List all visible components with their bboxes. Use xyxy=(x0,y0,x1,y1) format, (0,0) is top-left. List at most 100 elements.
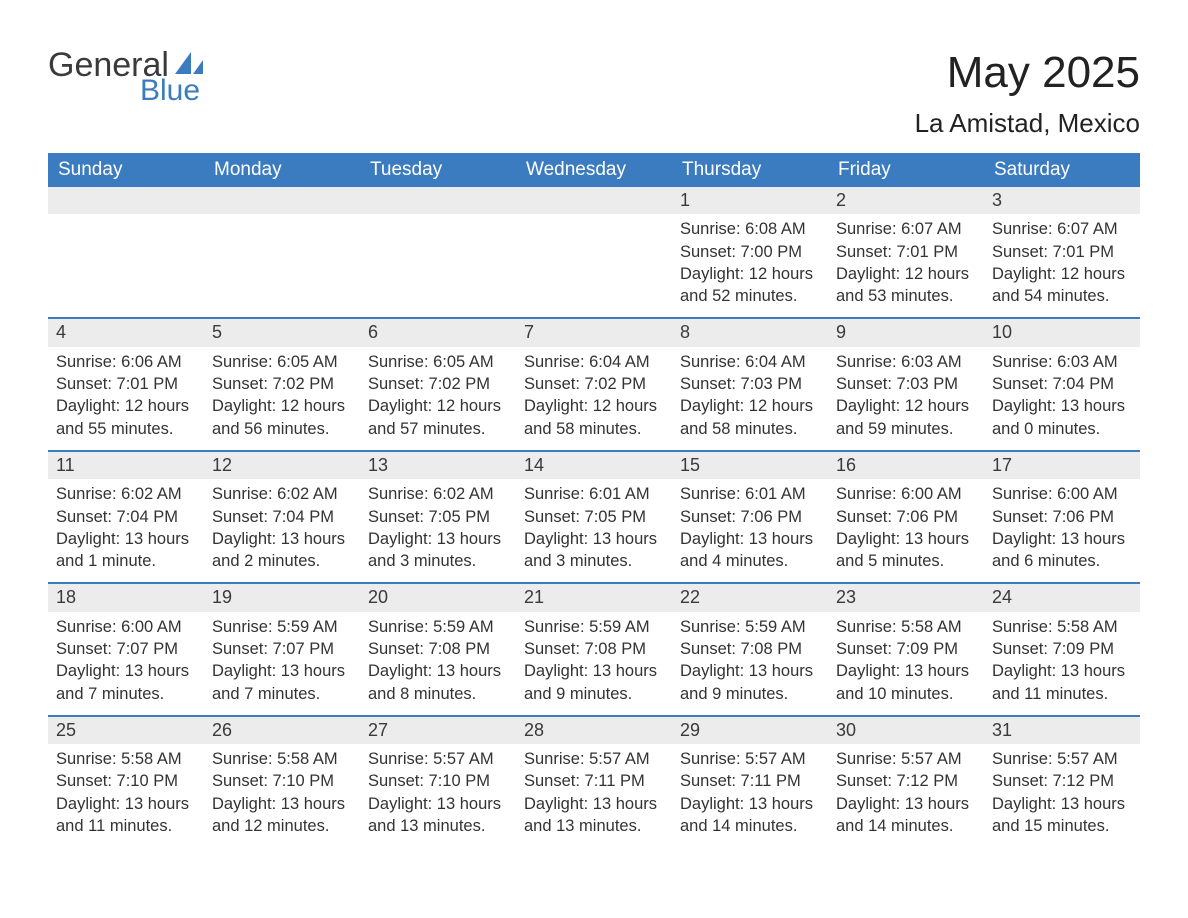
day-details: Sunrise: 6:03 AMSunset: 7:04 PMDaylight:… xyxy=(984,347,1140,450)
day-details: Sunrise: 6:00 AMSunset: 7:07 PMDaylight:… xyxy=(48,612,204,715)
calendar-page: General Blue May 2025 La Amistad, Mexico… xyxy=(0,0,1188,887)
day-details: Sunrise: 6:04 AMSunset: 7:03 PMDaylight:… xyxy=(672,347,828,450)
day-details: Sunrise: 5:59 AMSunset: 7:08 PMDaylight:… xyxy=(516,612,672,715)
calendar-cell: 9 Sunrise: 6:03 AMSunset: 7:03 PMDaylight… xyxy=(828,318,984,450)
day-number: 17 xyxy=(984,452,1140,479)
daylight-line: Daylight: 12 hours and 52 minutes. xyxy=(680,263,820,308)
day-number: 11 xyxy=(48,452,204,479)
sunset-line: Sunset: 7:09 PM xyxy=(992,638,1132,660)
sunrise-line: Sunrise: 5:57 AM xyxy=(992,748,1132,770)
sunrise-line: Sunrise: 6:06 AM xyxy=(56,351,196,373)
day-details: Sunrise: 6:01 AMSunset: 7:05 PMDaylight:… xyxy=(516,479,672,582)
page-title: May 2025 xyxy=(915,48,1140,98)
day-number: 27 xyxy=(360,717,516,744)
day-details: Sunrise: 5:57 AMSunset: 7:12 PMDaylight:… xyxy=(984,744,1140,847)
daylight-line: Daylight: 13 hours and 9 minutes. xyxy=(524,660,664,705)
sunset-line: Sunset: 7:03 PM xyxy=(836,373,976,395)
calendar-cell: 25Sunrise: 5:58 AMSunset: 7:10 PMDayligh… xyxy=(48,716,204,847)
calendar-cell: 6Sunrise: 6:05 AMSunset: 7:02 PMDaylight… xyxy=(360,318,516,450)
day-number: 31 xyxy=(984,717,1140,744)
daylight-line: Daylight: 13 hours and 14 minutes. xyxy=(680,793,820,838)
day-number: 30 xyxy=(828,717,984,744)
calendar-head: SundayMondayTuesdayWednesdayThursdayFrid… xyxy=(48,153,1140,187)
sunset-line: Sunset: 7:12 PM xyxy=(992,770,1132,792)
sunrise-line: Sunrise: 5:59 AM xyxy=(680,616,820,638)
sunset-line: Sunset: 7:12 PM xyxy=(836,770,976,792)
sunrise-line: Sunrise: 6:04 AM xyxy=(524,351,664,373)
day-number: 8 xyxy=(672,319,828,346)
day-number: 3 xyxy=(984,187,1140,214)
daylight-line: Daylight: 13 hours and 6 minutes. xyxy=(992,528,1132,573)
sunset-line: Sunset: 7:11 PM xyxy=(680,770,820,792)
day-details: Sunrise: 5:58 AMSunset: 7:10 PMDaylight:… xyxy=(204,744,360,847)
sunset-line: Sunset: 7:05 PM xyxy=(524,506,664,528)
calendar-cell: 1Sunrise: 6:08 AMSunset: 7:00 PMDaylight… xyxy=(672,187,828,318)
daylight-line: Daylight: 13 hours and 13 minutes. xyxy=(524,793,664,838)
daylight-line: Daylight: 13 hours and 7 minutes. xyxy=(212,660,352,705)
day-number: 9 xyxy=(828,319,984,346)
calendar-week-row: 11Sunrise: 6:02 AMSunset: 7:04 PMDayligh… xyxy=(48,451,1140,583)
calendar-body: 1Sunrise: 6:08 AMSunset: 7:00 PMDaylight… xyxy=(48,187,1140,847)
daylight-line: Daylight: 13 hours and 14 minutes. xyxy=(836,793,976,838)
day-details: Sunrise: 5:58 AMSunset: 7:09 PMDaylight:… xyxy=(984,612,1140,715)
weekday-header: Tuesday xyxy=(360,153,516,187)
weekday-header: Monday xyxy=(204,153,360,187)
day-details: Sunrise: 6:05 AMSunset: 7:02 PMDaylight:… xyxy=(204,347,360,450)
calendar-cell: 15Sunrise: 6:01 AMSunset: 7:06 PMDayligh… xyxy=(672,451,828,583)
day-number: 28 xyxy=(516,717,672,744)
daylight-line: Daylight: 13 hours and 2 minutes. xyxy=(212,528,352,573)
daylight-line: Daylight: 12 hours and 55 minutes. xyxy=(56,395,196,440)
day-number: 1 xyxy=(672,187,828,214)
day-details: Sunrise: 6:06 AMSunset: 7:01 PMDaylight:… xyxy=(48,347,204,450)
calendar-cell: 18Sunrise: 6:00 AMSunset: 7:07 PMDayligh… xyxy=(48,583,204,715)
daylight-line: Daylight: 12 hours and 57 minutes. xyxy=(368,395,508,440)
daylight-line: Daylight: 12 hours and 59 minutes. xyxy=(836,395,976,440)
calendar-cell: 28Sunrise: 5:57 AMSunset: 7:11 PMDayligh… xyxy=(516,716,672,847)
calendar-cell: 12Sunrise: 6:02 AMSunset: 7:04 PMDayligh… xyxy=(204,451,360,583)
calendar-week-row: 1Sunrise: 6:08 AMSunset: 7:00 PMDaylight… xyxy=(48,187,1140,318)
calendar-cell: 17Sunrise: 6:00 AMSunset: 7:06 PMDayligh… xyxy=(984,451,1140,583)
day-number: 5 xyxy=(204,319,360,346)
calendar-cell: 14Sunrise: 6:01 AMSunset: 7:05 PMDayligh… xyxy=(516,451,672,583)
sunset-line: Sunset: 7:09 PM xyxy=(836,638,976,660)
sunrise-line: Sunrise: 6:00 AM xyxy=(836,483,976,505)
calendar-cell: 29Sunrise: 5:57 AMSunset: 7:11 PMDayligh… xyxy=(672,716,828,847)
sunrise-line: Sunrise: 6:03 AM xyxy=(836,351,976,373)
daylight-line: Daylight: 13 hours and 4 minutes. xyxy=(680,528,820,573)
sunrise-line: Sunrise: 6:00 AM xyxy=(56,616,196,638)
sunrise-line: Sunrise: 5:57 AM xyxy=(680,748,820,770)
daylight-line: Daylight: 13 hours and 13 minutes. xyxy=(368,793,508,838)
day-number: 26 xyxy=(204,717,360,744)
logo: General Blue xyxy=(48,48,207,106)
daylight-line: Daylight: 12 hours and 56 minutes. xyxy=(212,395,352,440)
sunset-line: Sunset: 7:08 PM xyxy=(524,638,664,660)
sunset-line: Sunset: 7:04 PM xyxy=(992,373,1132,395)
calendar-cell: 13Sunrise: 6:02 AMSunset: 7:05 PMDayligh… xyxy=(360,451,516,583)
sunset-line: Sunset: 7:08 PM xyxy=(680,638,820,660)
day-number: 6 xyxy=(360,319,516,346)
calendar-week-row: 25Sunrise: 5:58 AMSunset: 7:10 PMDayligh… xyxy=(48,716,1140,847)
weekday-header: Friday xyxy=(828,153,984,187)
daylight-line: Daylight: 12 hours and 58 minutes. xyxy=(524,395,664,440)
sunset-line: Sunset: 7:01 PM xyxy=(992,241,1132,263)
calendar-week-row: 18Sunrise: 6:00 AMSunset: 7:07 PMDayligh… xyxy=(48,583,1140,715)
day-details: Sunrise: 6:02 AMSunset: 7:04 PMDaylight:… xyxy=(204,479,360,582)
sunrise-line: Sunrise: 5:57 AM xyxy=(524,748,664,770)
sunset-line: Sunset: 7:07 PM xyxy=(212,638,352,660)
logo-word-blue: Blue xyxy=(140,76,207,106)
sunrise-line: Sunrise: 5:58 AM xyxy=(836,616,976,638)
sunrise-line: Sunrise: 5:58 AM xyxy=(212,748,352,770)
sunrise-line: Sunrise: 6:00 AM xyxy=(992,483,1132,505)
sunrise-line: Sunrise: 6:01 AM xyxy=(524,483,664,505)
calendar-cell: 5Sunrise: 6:05 AMSunset: 7:02 PMDaylight… xyxy=(204,318,360,450)
day-number: 24 xyxy=(984,584,1140,611)
sunrise-line: Sunrise: 5:59 AM xyxy=(524,616,664,638)
daylight-line: Daylight: 13 hours and 11 minutes. xyxy=(992,660,1132,705)
daylight-line: Daylight: 13 hours and 15 minutes. xyxy=(992,793,1132,838)
daylight-line: Daylight: 13 hours and 11 minutes. xyxy=(56,793,196,838)
daylight-line: Daylight: 13 hours and 8 minutes. xyxy=(368,660,508,705)
day-details: Sunrise: 5:59 AMSunset: 7:07 PMDaylight:… xyxy=(204,612,360,715)
sunset-line: Sunset: 7:08 PM xyxy=(368,638,508,660)
day-number: 20 xyxy=(360,584,516,611)
calendar-cell: 21Sunrise: 5:59 AMSunset: 7:08 PMDayligh… xyxy=(516,583,672,715)
